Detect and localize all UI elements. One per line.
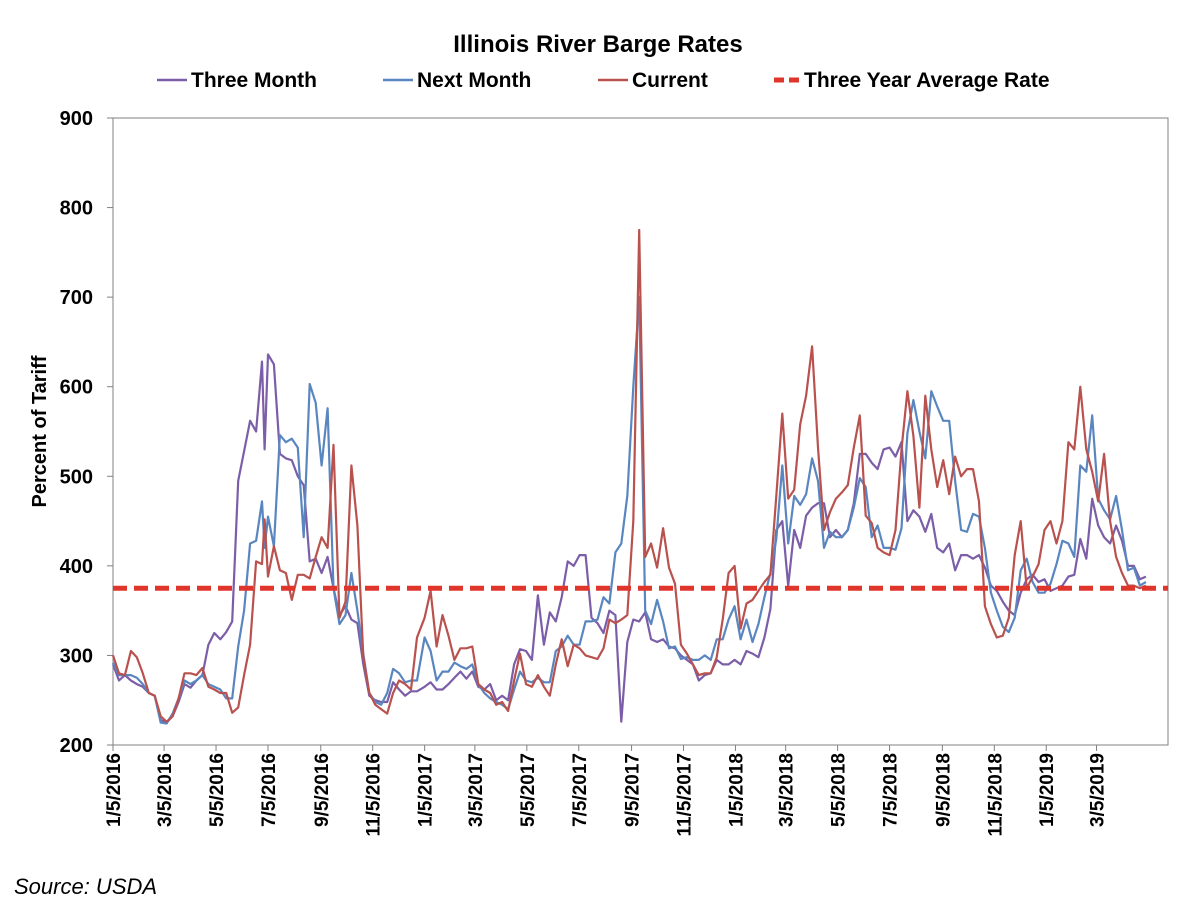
source-note: Source: USDA	[14, 874, 158, 899]
legend-item-three-year-average-rate: Three Year Average Rate	[774, 69, 1050, 92]
plot-frame	[112, 117, 1169, 746]
legend-item-current: Current	[598, 69, 708, 92]
legend-label: Three Month	[191, 69, 317, 92]
x-tick-label: 5/5/2017	[518, 753, 539, 827]
x-tick-label: 11/5/2017	[675, 753, 696, 836]
x-tick-label: 3/5/2019	[1087, 753, 1108, 827]
x-tick-label: 3/5/2017	[466, 753, 487, 827]
y-axis: 200 300 400 500 600 700 800 900	[60, 108, 113, 757]
legend-label: Next Month	[417, 69, 531, 92]
x-tick-label: 1/5/2019	[1037, 753, 1058, 827]
x-tick-label: 9/5/2016	[312, 753, 333, 827]
legend-label: Current	[632, 69, 708, 92]
legend-item-next-month: Next Month	[383, 69, 531, 92]
series-group	[111, 228, 1147, 725]
x-tick-label: 11/5/2016	[364, 753, 385, 836]
plot-area: 200 300 400 500 600 700 800 900 1/5/2016 3/5/201…	[60, 108, 1169, 836]
x-tick-label: 7/5/2016	[259, 753, 280, 827]
x-tick-label: 9/5/2017	[623, 753, 644, 827]
y-tick-label: 800	[60, 198, 93, 220]
x-tick-label: 7/5/2017	[570, 753, 591, 827]
y-tick-label: 900	[60, 108, 93, 130]
chart-title: Illinois River Barge Rates	[453, 31, 742, 58]
y-tick-label: 500	[60, 466, 93, 488]
y-axis-label: Percent of Tariff	[29, 355, 51, 507]
series-line-three-month	[111, 353, 1147, 724]
series-line-current	[111, 228, 1147, 723]
x-tick-label: 1/5/2017	[416, 753, 437, 827]
x-tick-label: 1/5/2018	[726, 753, 747, 827]
y-tick-label: 600	[60, 377, 93, 399]
y-tick-label: 200	[60, 735, 93, 757]
x-axis: 1/5/2016 3/5/2016 5/5/2016 7/5/2016 9/5/2016…	[104, 745, 1108, 836]
x-tick-label: 9/5/2018	[933, 753, 954, 827]
x-tick-label: 5/5/2018	[829, 753, 850, 827]
x-tick-label: 7/5/2018	[881, 753, 902, 827]
x-tick-label: 1/5/2016	[104, 753, 125, 827]
legend: Three Month Next Month Current Three Year A…	[157, 69, 1050, 92]
x-tick-label: 5/5/2016	[207, 753, 228, 827]
x-tick-label: 11/5/2018	[985, 753, 1006, 836]
legend-label: Three Year Average Rate	[804, 69, 1050, 92]
y-tick-label: 700	[60, 287, 93, 309]
x-tick-label: 3/5/2018	[777, 753, 798, 827]
y-tick-label: 300	[60, 645, 93, 667]
y-tick-label: 400	[60, 556, 93, 578]
series-line-next-month	[112, 296, 1147, 725]
x-tick-label: 3/5/2016	[155, 753, 176, 827]
legend-item-three-month: Three Month	[157, 69, 317, 92]
